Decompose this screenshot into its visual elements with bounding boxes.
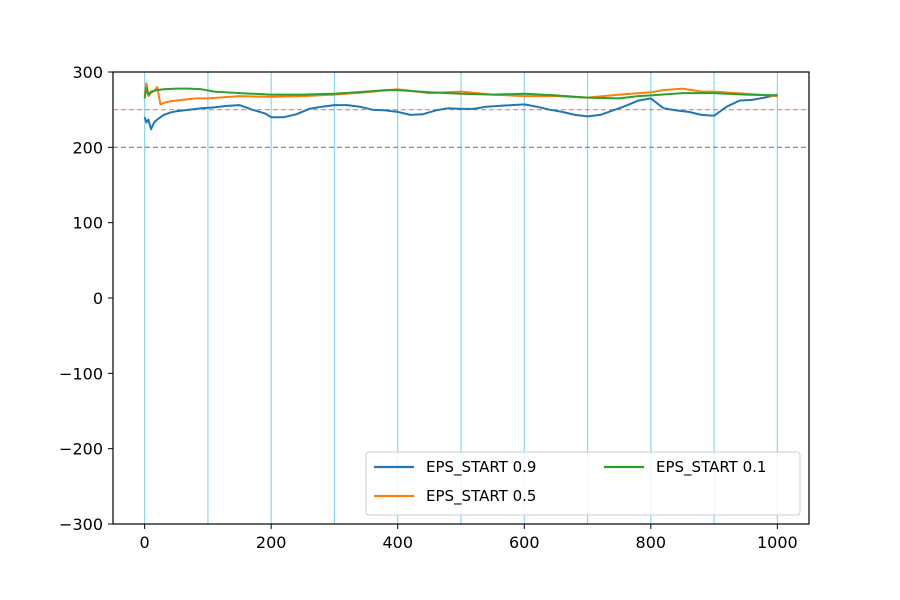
x-tick-label: 1000 [757,533,798,552]
x-tick-label: 400 [382,533,413,552]
legend-label: EPS_START 0.1 [656,458,766,477]
x-tick-label: 200 [256,533,287,552]
y-tick-label: 100 [72,214,103,233]
legend: EPS_START 0.9 EPS_START 0.5 EPS_START 0.1 [365,451,801,516]
legend-label: EPS_START 0.9 [426,458,536,477]
legend-label: EPS_START 0.5 [426,487,536,506]
series-group [143,82,778,131]
x-tick-label: 0 [140,533,150,552]
y-tick-label: −100 [59,364,103,383]
y-tick-label: −200 [59,440,103,459]
legend-box [365,451,801,516]
y-tick-label: 200 [72,138,103,157]
y-tick-label: −300 [59,515,103,534]
x-tick-label: 800 [636,533,667,552]
y-axis: −300 −200 −100 0 100 200 300 [59,63,113,534]
x-tick-label: 600 [509,533,540,552]
series-line-1 [143,93,778,131]
series-line-3 [143,86,778,100]
y-tick-label: 300 [72,63,103,82]
x-axis: 0 200 400 600 800 1000 [140,524,798,552]
y-tick-label: 0 [93,289,103,308]
